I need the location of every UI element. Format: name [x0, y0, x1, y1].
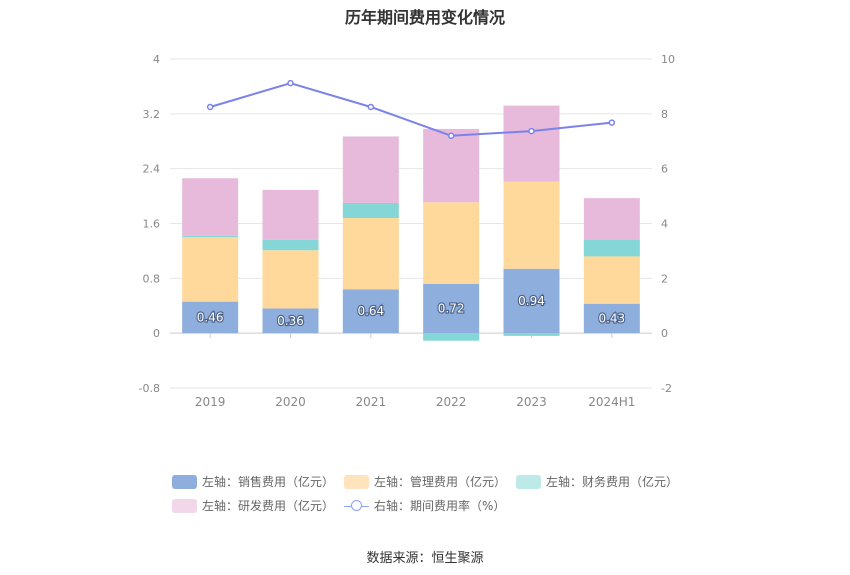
expense-rate-line — [209, 82, 612, 137]
expense-rate-point — [287, 79, 294, 87]
legend-swatch-admin — [344, 474, 369, 489]
bar-segment-2 — [262, 250, 319, 309]
bar-segment-2 — [342, 218, 399, 290]
x-axis-tick-label: 2019 — [195, 395, 226, 409]
legend-label-sales: 左轴：销售费用（亿元） — [202, 475, 335, 489]
bar-data-label: 0.64 — [357, 304, 384, 318]
legend-label-expense-rate: 右轴：期间费用率（%） — [374, 499, 506, 513]
right-axis-tick-label: -2 — [661, 382, 672, 395]
expense-rate-point — [447, 132, 455, 140]
x-axis-tick-label: 2021 — [356, 395, 387, 409]
expense-rate-point — [206, 103, 214, 111]
expense-rate-point — [528, 127, 535, 135]
left-axis-tick-label: 1.6 — [143, 218, 161, 231]
data-source: 数据来源：恒生聚源 — [366, 551, 484, 566]
bar-data-label: 0.94 — [518, 294, 545, 308]
bar-segment-2 — [423, 202, 480, 284]
bar-segment-1 — [342, 289, 399, 334]
right-axis-tick-label: 0 — [661, 327, 668, 340]
bar-segment-4 — [503, 105, 560, 182]
left-axis-tick-label: 0 — [153, 327, 160, 340]
bar-segment-2 — [503, 181, 560, 269]
bar-segment-1 — [182, 301, 239, 334]
legend-item-sales[interactable]: 左轴：销售费用（亿元） — [172, 473, 334, 490]
bar-data-label: 0.36 — [277, 314, 304, 328]
legend-label-admin: 左轴：管理费用（亿元） — [374, 475, 507, 489]
left-axis-tick-label: 2.4 — [143, 163, 161, 176]
bar-segment-4 — [262, 189, 319, 240]
bar-segment-3 — [503, 333, 560, 336]
legend-label-rnd: 左轴：研发费用（亿元） — [202, 499, 335, 513]
bar-segment-1 — [423, 283, 480, 334]
legend-swatch-expense-rate — [344, 499, 369, 513]
left-axis-tick-label: -0.8 — [139, 382, 160, 395]
left-axis-tick-label: 4 — [153, 53, 160, 66]
bar-segment-3 — [182, 235, 239, 238]
legend-swatch-sales — [172, 474, 197, 489]
legend-item-admin[interactable]: 左轴：管理费用（亿元） — [344, 473, 506, 490]
legend-swatch-finance — [516, 474, 541, 489]
bar-segment-2 — [583, 256, 640, 304]
legend-item-expense-rate[interactable]: 右轴：期间费用率（%） — [344, 497, 505, 514]
x-axis-tick-label: 2022 — [436, 395, 467, 409]
bar-segment-3 — [262, 239, 319, 251]
right-axis-tick-label: 2 — [661, 272, 668, 285]
chart-plot: -0.8 0 0.8 1.6 2.4 3.2 4 -2 0 2 4 6 8 10 2019 2020 2021 2… — [139, 53, 675, 409]
right-axis-tick-label: 6 — [661, 163, 668, 176]
bar-segment-4 — [182, 178, 239, 236]
x-axis-tick-label: 2024H1 — [588, 395, 635, 409]
legend-swatch-rnd — [172, 498, 197, 513]
expense-rate-point — [367, 103, 375, 111]
right-axis-tick-label: 8 — [661, 108, 668, 121]
x-axis-tick-label: 2023 — [516, 395, 547, 409]
bar-segment-1 — [583, 303, 640, 334]
x-axis-tick-label: 2020 — [275, 395, 306, 409]
bar-segment-1 — [503, 268, 560, 334]
expense-rate-point — [608, 119, 616, 126]
bar-data-label: 0.46 — [197, 310, 224, 324]
left-axis-tick-label: 0.8 — [143, 272, 161, 285]
chart-title: 历年期间费用变化情况 — [344, 8, 505, 27]
bar-segment-1 — [262, 308, 319, 334]
bar-data-label: 0.43 — [598, 311, 625, 325]
legend-item-rnd[interactable]: 左轴：研发费用（亿元） — [172, 497, 334, 514]
bar-segment-3 — [342, 202, 399, 219]
bar-data-label: 0.72 — [438, 301, 465, 315]
left-axis-tick-label: 3.2 — [143, 108, 161, 121]
legend-item-finance[interactable]: 左轴：财务费用（亿元） — [516, 473, 678, 490]
bar-segment-3 — [423, 333, 480, 341]
right-axis-tick-label: 4 — [661, 218, 668, 231]
legend-label-finance: 左轴：财务费用（亿元） — [546, 475, 679, 489]
bar-segment-4 — [423, 128, 480, 203]
bar-segment-4 — [583, 198, 640, 240]
right-axis-tick-label: 10 — [661, 53, 675, 66]
bar-segment-2 — [182, 237, 239, 302]
bar-segment-4 — [342, 136, 399, 203]
bar-segment-3 — [583, 239, 640, 257]
